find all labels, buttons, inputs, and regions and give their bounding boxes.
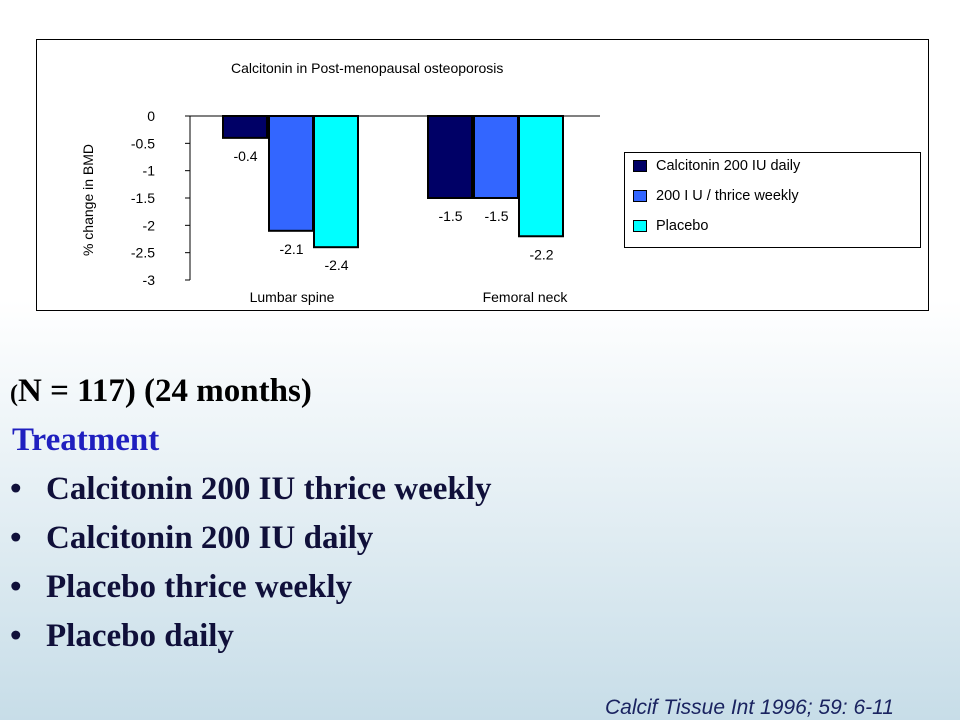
citation: Calcif Tissue Int 1996; 59: 6-11	[605, 696, 894, 719]
y-tick-label: 0	[147, 108, 155, 124]
chart-legend: Calcitonin 200 IU daily 200 I U / thrice…	[624, 152, 921, 248]
y-tick-label: -3	[143, 272, 156, 288]
x-tick-label-lumbar-spine: Lumbar spine	[250, 289, 335, 305]
y-tick-label: -1	[143, 163, 156, 179]
bullet-symbol: •	[10, 569, 22, 605]
y-tick-label: -1.5	[131, 190, 155, 206]
legend-swatch-series-3	[633, 220, 647, 232]
legend-swatch-series-2	[633, 190, 647, 202]
chart-frame: Calcitonin in Post-menopausal osteoporos…	[36, 39, 929, 311]
study-info: (N = 117) (24 months)	[10, 373, 312, 410]
bar	[427, 115, 473, 199]
bar-value-label: -2.1	[279, 241, 303, 257]
bar	[518, 115, 564, 238]
bullet-text: Calcitonin 200 IU daily	[46, 520, 374, 556]
bullet-symbol: •	[10, 520, 22, 556]
bullet-symbol: •	[10, 471, 22, 507]
legend-item-series-2: 200 I U / thrice weekly	[633, 186, 799, 206]
y-tick-label: -2	[143, 217, 156, 233]
legend-label-series-1: Calcitonin 200 IU daily	[656, 158, 801, 174]
study-info-text: N = 117) (24 months)	[18, 373, 312, 409]
bar-value-label: -1.5	[438, 208, 462, 224]
bullet-symbol: •	[10, 618, 22, 654]
legend-item-series-3: Placebo	[633, 216, 708, 236]
y-tick-label: -0.5	[131, 135, 155, 151]
x-tick-label-femoral-neck: Femoral neck	[483, 289, 569, 305]
bar	[222, 115, 268, 139]
bar-value-label: -0.4	[233, 148, 257, 164]
study-info-paren: (	[10, 381, 18, 407]
legend-label-series-2: 200 I U / thrice weekly	[656, 188, 799, 204]
legend-item-series-1: Calcitonin 200 IU daily	[633, 156, 800, 176]
y-axis-label: % change in BMD	[80, 144, 96, 256]
bullet-item: • Placebo thrice weekly	[10, 569, 352, 606]
bullet-text: Placebo thrice weekly	[46, 569, 353, 605]
bar-chart: Calcitonin in Post-menopausal osteoporos…	[80, 60, 600, 305]
y-tick-label: -2.5	[131, 245, 155, 261]
bullet-item: • Calcitonin 200 IU daily	[10, 520, 373, 557]
bullet-item: • Calcitonin 200 IU thrice weekly	[10, 471, 491, 508]
bullet-text: Calcitonin 200 IU thrice weekly	[46, 471, 492, 507]
bullet-item: • Placebo daily	[10, 618, 234, 655]
legend-label-series-3: Placebo	[656, 218, 709, 234]
treatment-heading: Treatment	[12, 422, 160, 458]
bar	[268, 115, 314, 232]
bar-value-label: -2.2	[529, 246, 553, 262]
bullet-text: Placebo daily	[46, 618, 234, 654]
bar-value-label: -2.4	[324, 257, 348, 273]
legend-swatch-series-1	[633, 160, 647, 172]
chart-title: Calcitonin in Post-menopausal osteoporos…	[231, 60, 503, 76]
bar	[313, 115, 359, 249]
bar-value-label: -1.5	[484, 208, 508, 224]
bar	[473, 115, 519, 199]
